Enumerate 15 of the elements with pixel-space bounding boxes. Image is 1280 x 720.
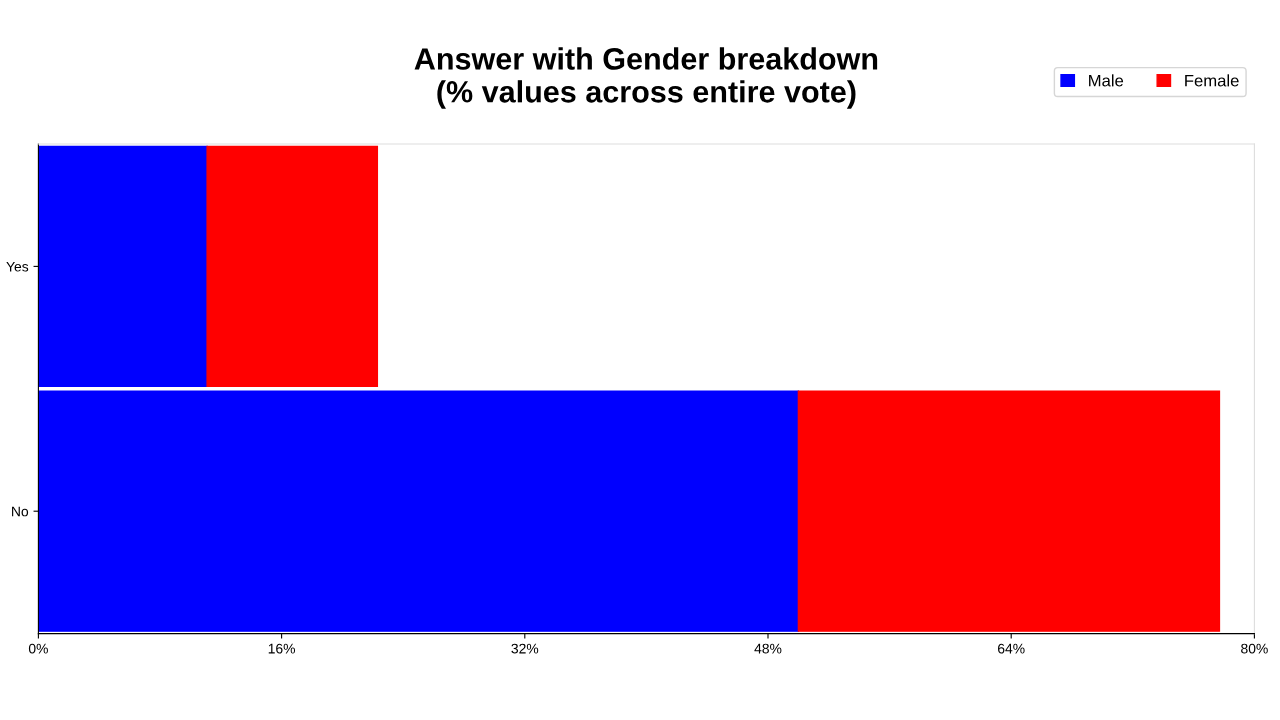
x-tick-label: 0% [28, 643, 48, 654]
bar [38, 145, 208, 388]
bar [38, 390, 800, 632]
bar [797, 390, 1221, 632]
chart-title: Answer with Gender breakdown (% values across entire vote) [414, 47, 878, 109]
legend-label: Male [1089, 74, 1124, 87]
y-tick-label: No [12, 506, 29, 517]
x-tick-label: 64% [998, 643, 1025, 654]
x-tick-label: 32% [511, 643, 539, 654]
x-tick-label: 48% [754, 643, 782, 654]
y-tick-label: Yes [6, 261, 29, 272]
x-tick-label: 16% [268, 643, 296, 654]
legend-label: Female [1185, 74, 1239, 87]
x-tick-label: 80% [1241, 643, 1268, 654]
bar [206, 145, 379, 388]
